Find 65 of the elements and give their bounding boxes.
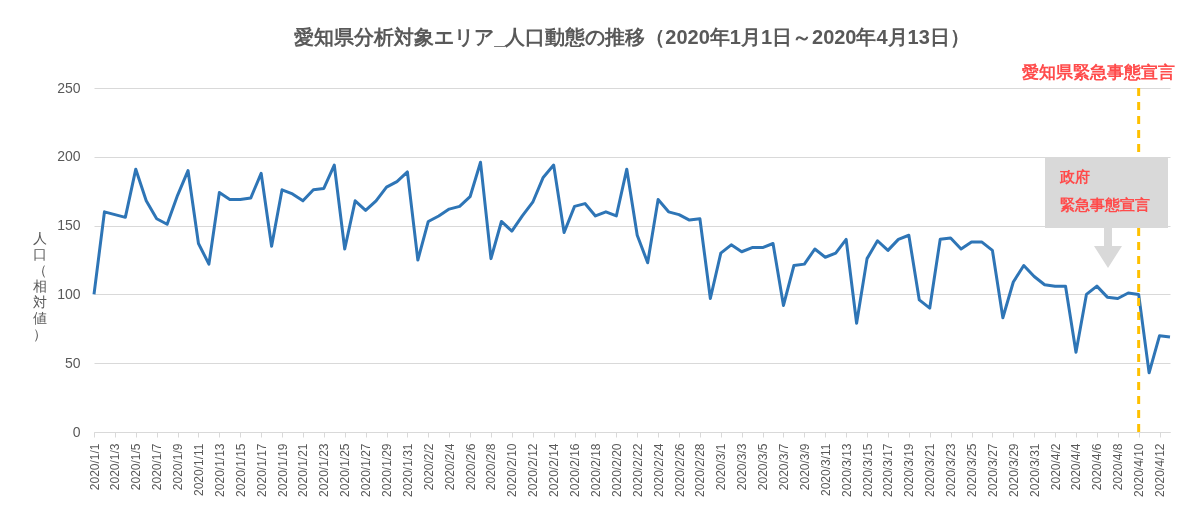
x-tick-label: 2020/2/8	[484, 443, 499, 491]
x-tick-label: 2020/2/12	[526, 443, 541, 497]
x-tick-label: 2020/2/28	[693, 443, 708, 497]
x-tick-label: 2020/4/4	[1069, 443, 1084, 491]
x-tick-label: 2020/2/24	[651, 443, 666, 497]
x-tick-label: 2020/1/31	[400, 443, 415, 497]
x-tick-label: 2020/1/3	[108, 443, 123, 491]
x-tick-label: 2020/3/9	[797, 443, 812, 491]
x-tick-label: 2020/1/29	[380, 443, 394, 497]
x-tick-label: 2020/3/15	[860, 443, 875, 497]
x-tick-label: 2020/2/4	[442, 443, 457, 491]
x-tick-label: 2020/2/2	[421, 443, 436, 491]
x-tick-label: 2020/3/19	[902, 443, 917, 497]
x-tick-label: 2020/2/10	[505, 443, 520, 497]
x-tick-label: 2020/1/5	[129, 443, 144, 491]
x-tick-label: 2020/4/8	[1111, 443, 1126, 491]
x-tick-label: 2020/3/29	[1006, 443, 1021, 497]
callout-box: 政府 緊急事態宣言	[1045, 157, 1168, 228]
y-axis-title: 人口（相対値）	[32, 229, 47, 342]
x-tick-label: 2020/3/3	[735, 443, 750, 491]
annotation: 政府	[1060, 167, 1091, 187]
x-tick-label: 2020/3/13	[839, 443, 854, 497]
x-tick-label: 2020/4/10	[1132, 443, 1147, 497]
annotation: 緊急事態宣言	[1060, 195, 1151, 215]
x-tick-label: 2020/2/26	[672, 443, 687, 497]
y-tick-label: 250	[57, 79, 81, 96]
x-tick-label: 2020/4/12	[1153, 443, 1168, 497]
ref-line-label: 愛知県緊急事態宣言	[1022, 63, 1176, 82]
x-tick-label: 2020/2/22	[630, 443, 645, 497]
x-tick-label: 2020/3/31	[1027, 443, 1042, 497]
x-tick-label: 2020/3/25	[965, 443, 980, 497]
y-tick-label: 150	[57, 217, 81, 234]
y-tick-label: 200	[57, 148, 81, 165]
x-tick-label: 2020/3/23	[944, 443, 959, 497]
chart-title: 愛知県分析対象エリア_人口動態の推移（2020年1月1日～2020年4月13日）	[294, 26, 970, 48]
y-tick-label: 100	[57, 285, 81, 302]
x-tick-label: 2020/1/9	[171, 443, 186, 491]
x-tick-label: 2020/4/6	[1090, 443, 1105, 491]
x-tick-label: 2020/1/13	[212, 443, 227, 497]
x-tick-label: 2020/1/23	[317, 443, 332, 497]
x-tick-label: 2020/1/15	[233, 443, 248, 497]
x-tick-label: 2020/1/21	[296, 443, 311, 497]
x-tick-label: 2020/1/17	[254, 443, 269, 497]
x-tick-label: 2020/2/14	[547, 443, 562, 497]
x-tick-label: 2020/2/18	[588, 443, 603, 497]
x-tick-label: 2020/1/19	[275, 443, 290, 497]
x-tick-label: 2020/2/20	[609, 443, 624, 497]
x-tick-label: 2020/2/6	[463, 443, 478, 491]
x-tick-label: 2020/1/11	[191, 443, 206, 496]
x-tick-label: 2020/3/5	[756, 443, 771, 491]
x-tick-label: 2020/2/16	[568, 443, 583, 497]
x-tick-label: 2020/3/11	[818, 443, 833, 496]
y-tick-label: 50	[64, 354, 81, 371]
x-tick-label: 2020/1/25	[338, 443, 353, 497]
x-tick-label: 2020/1/7	[150, 443, 165, 491]
x-tick-label: 2020/3/21	[923, 443, 938, 497]
line-series	[92, 160, 1172, 375]
y-tick-label: 0	[72, 423, 81, 440]
x-tick-label: 2020/1/1	[87, 443, 102, 491]
x-tick-label: 2020/1/27	[359, 443, 374, 497]
x-tick-label: 2020/4/2	[1048, 443, 1063, 491]
x-tick-label: 2020/3/27	[985, 443, 1000, 497]
x-tick-label: 2020/3/7	[776, 443, 791, 491]
x-tick-label: 2020/3/1	[714, 443, 729, 491]
x-tick-label: 2020/3/17	[881, 443, 896, 497]
